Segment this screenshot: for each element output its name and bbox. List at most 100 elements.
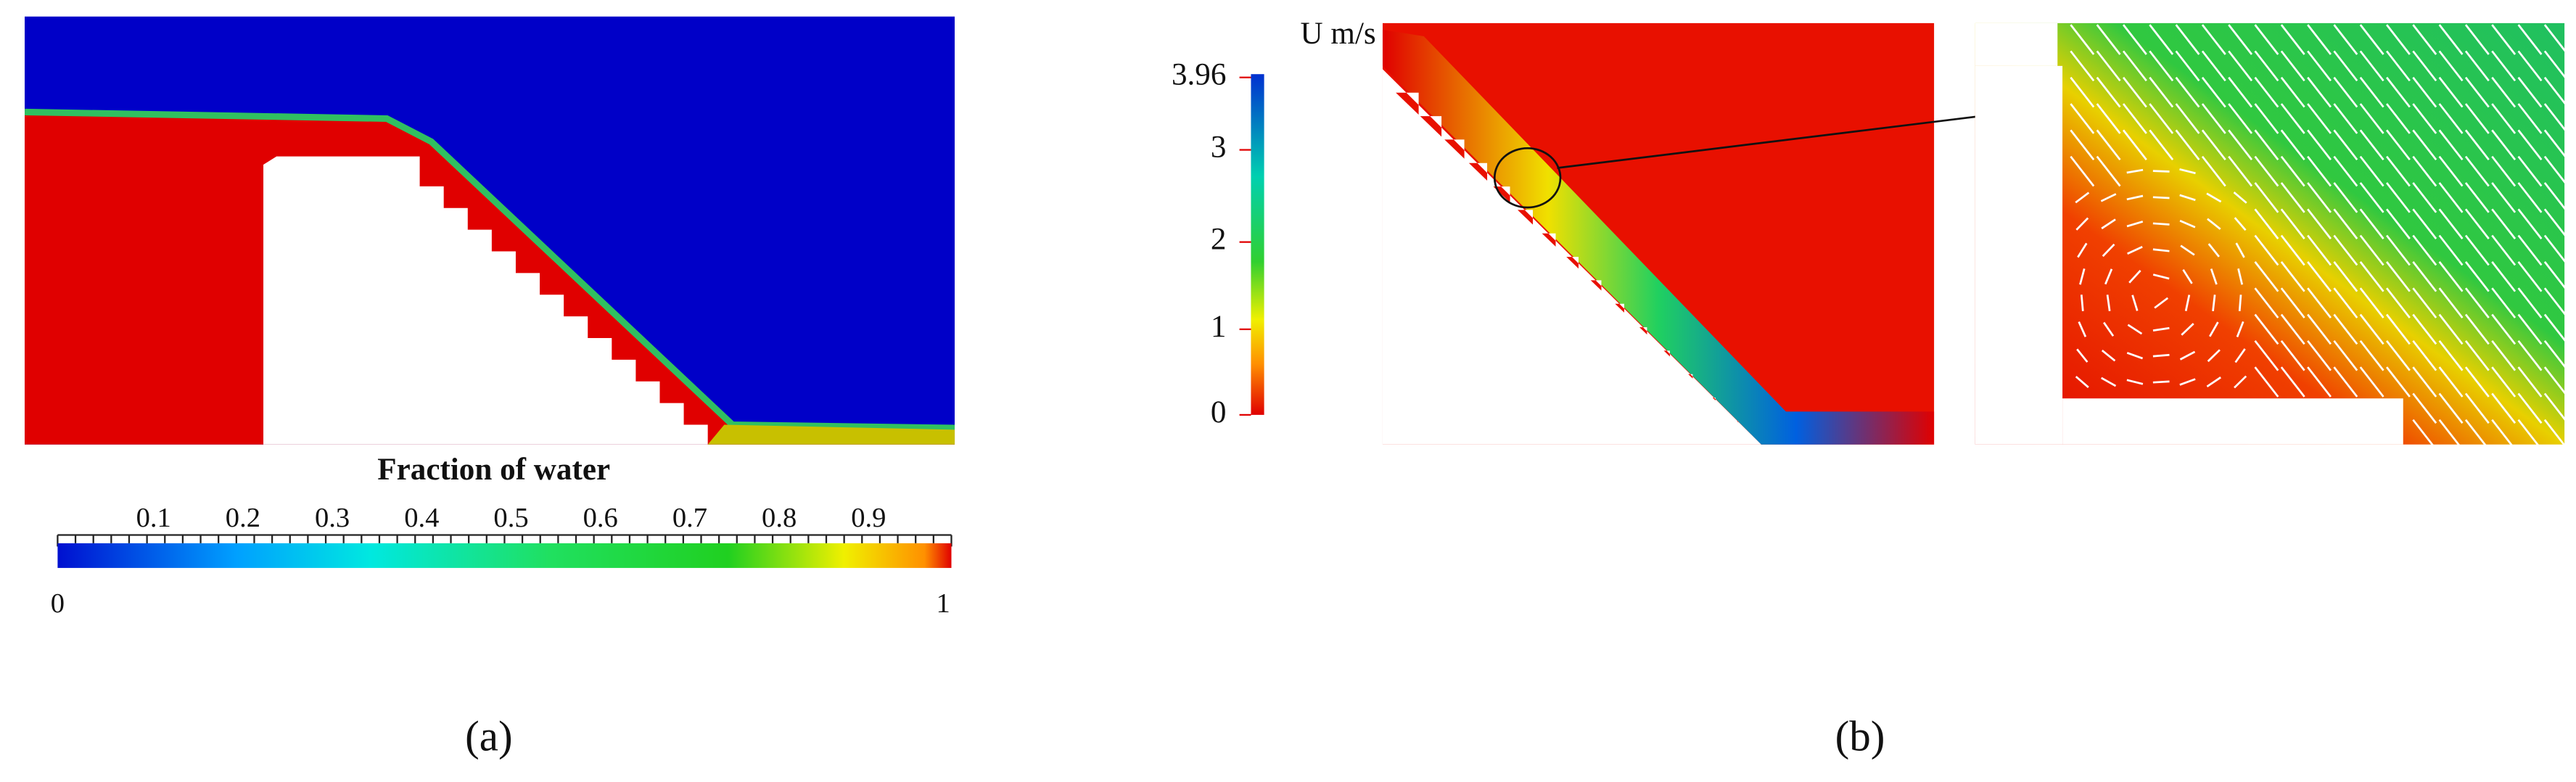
velocity-arrow [2234, 348, 2246, 363]
velocity-arrow [2254, 103, 2279, 134]
velocity-arrow [2122, 76, 2147, 108]
colorbar-tick-label: 0.7 [672, 503, 707, 533]
velocity-arrow [2517, 392, 2543, 424]
velocity-arrow [2070, 24, 2095, 55]
velocity-arrow [2254, 313, 2279, 345]
velocity-arrow [2254, 50, 2279, 82]
velocity-arrow [2307, 155, 2332, 187]
velocity-arrow [2412, 234, 2437, 266]
velocity-arrow [2517, 419, 2543, 450]
velocity-arrow [2122, 103, 2147, 134]
velocity-arrow [2517, 287, 2543, 318]
velocity-arrow [2077, 242, 2088, 258]
velocity-arrow [2280, 24, 2305, 55]
velocity-arrow [2543, 155, 2569, 187]
velocity-arrow [2464, 419, 2490, 450]
velocity-arrow [2182, 268, 2193, 284]
velocity-arrow [2075, 376, 2089, 388]
velocity-arrow [2079, 268, 2086, 285]
velocity-arrow [2359, 50, 2384, 82]
velocity-arrow [2412, 129, 2437, 161]
velocity-arrow [2438, 182, 2464, 213]
velocity-arrow [2438, 24, 2464, 55]
velocity-arrow [2307, 287, 2332, 318]
velocity-arrow [2307, 76, 2332, 108]
velocity-arrow [2201, 24, 2226, 55]
velocity-arrow [2491, 392, 2517, 424]
velocity-arrow [2175, 129, 2200, 161]
velocity-arrow [2101, 376, 2117, 387]
velocity-arrow [2152, 353, 2170, 358]
velocity-arrow [2385, 208, 2411, 239]
velocity-arrow [2359, 76, 2384, 108]
colorbar-tick-label: 0 [1211, 395, 1227, 429]
velocity-arrow [2238, 295, 2242, 312]
velocity-arrow [2179, 168, 2196, 175]
velocity-arrow [2280, 287, 2305, 318]
velocity-arrow [2491, 76, 2517, 108]
velocity-arrow [2543, 339, 2569, 371]
velocity-arrow [2359, 24, 2384, 55]
velocity-arrow [2104, 268, 2113, 285]
velocity-arrow [2517, 24, 2543, 55]
velocity-arrow [2385, 261, 2411, 292]
velocity-arrow [2517, 182, 2543, 213]
velocity-arrow [2491, 261, 2517, 292]
velocity-arrow [2543, 392, 2569, 424]
velocity-arrow [2464, 24, 2490, 55]
velocity-arrow [2280, 50, 2305, 82]
velocity-arrow [2076, 348, 2089, 363]
velocity-arrow [2152, 273, 2170, 280]
velocity-arrow [2096, 24, 2121, 55]
velocity-arrow [2096, 76, 2121, 108]
velocity-arrow [2149, 103, 2174, 134]
velocity-arrow [2412, 208, 2437, 239]
velocity-arrow [2152, 196, 2170, 199]
colorbar-tick-label: 3.96 [1172, 58, 1226, 92]
velocity-arrow [2179, 194, 2196, 202]
velocity-arrow [2254, 155, 2279, 187]
velocity-arrow [2307, 313, 2332, 345]
velocity-arrow [2254, 208, 2279, 239]
velocity-arrow [2491, 366, 2517, 398]
velocity-arrow [2280, 366, 2305, 398]
velocity-arrow [2254, 129, 2279, 161]
velocity-arrow [2491, 50, 2517, 82]
velocity-arrow [2179, 219, 2196, 229]
velocity-arrow [2517, 339, 2543, 371]
velocity-arrow [2333, 129, 2358, 161]
colorbar [57, 543, 952, 568]
velocity-arrow [2333, 76, 2358, 108]
velocity-arrow [2175, 103, 2200, 134]
velocity-arrow [2254, 261, 2279, 292]
velocity-arrow [2254, 182, 2279, 213]
velocity-arrow [2070, 50, 2095, 82]
velocity-arrow [2333, 208, 2358, 239]
velocity-arrow [2210, 268, 2218, 285]
velocity-arrow [2491, 287, 2517, 318]
velocity-arrow [2412, 313, 2437, 345]
velocity-arrow [2228, 103, 2253, 134]
velocity-arrow [2385, 287, 2411, 318]
velocity-arrow [2307, 208, 2332, 239]
velocity-arrow [2491, 234, 2517, 266]
velocity-arrow [2412, 392, 2437, 424]
velocity-arrow [2228, 24, 2253, 55]
velocity-arrow [2517, 366, 2543, 398]
velocity-arrow [2412, 103, 2437, 134]
colorbar-tick-label: 1 [1211, 310, 1227, 344]
velocity-arrow [2543, 234, 2569, 266]
velocity-arrow [2307, 50, 2332, 82]
velocity-arrow [2126, 352, 2144, 360]
velocity-arrow [2179, 378, 2196, 386]
velocity-arrow [2184, 295, 2191, 311]
velocity-arrow [2228, 129, 2253, 161]
velocity-arrow [2122, 50, 2147, 82]
velocity-arrow [2307, 366, 2332, 398]
velocity-arrow [2333, 50, 2358, 82]
velocity-arrow [2412, 155, 2437, 187]
velocity-arrow [2385, 234, 2411, 266]
velocity-arrow [2359, 339, 2384, 371]
velocity-arrow [2228, 50, 2253, 82]
